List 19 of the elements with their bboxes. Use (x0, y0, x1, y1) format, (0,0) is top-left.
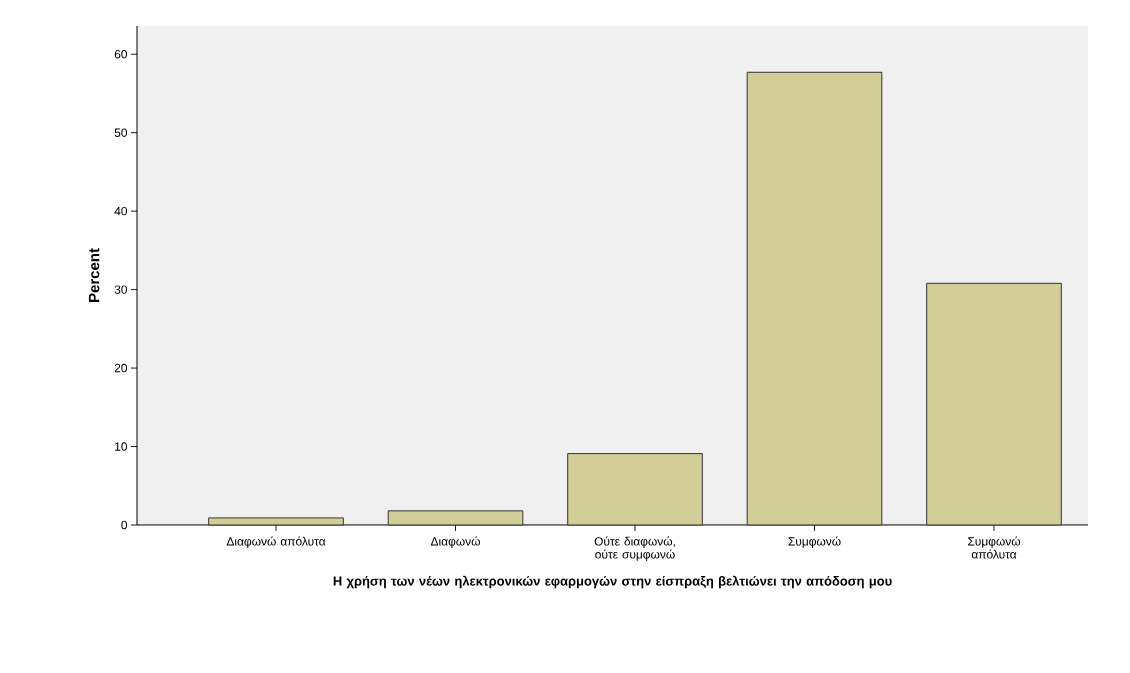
y-tick-label: 40 (114, 206, 128, 216)
x-tick-label: Διαφωνώ απόλυτα (226, 536, 326, 548)
x-axis-title: Η χρήση των νέων ηλεκτρονικών εφαρμογών στην είσπραξη βελτιώνει την απόδοση μου (333, 575, 892, 589)
bar (926, 282, 1062, 526)
x-tick-label: Συμφωνώ απόλυτα (968, 536, 1021, 559)
x-tick-label: Ούτε διαφωνώ, ούτε συμφωνώ (594, 536, 675, 561)
y-tick-label: 60 (114, 50, 128, 59)
y-tick-label: 20 (114, 363, 128, 373)
bar (746, 71, 883, 526)
x-tick-label: Διαφωνώ (430, 536, 480, 548)
y-tick-label: 30 (114, 285, 128, 294)
y-axis-title: Percent (88, 248, 100, 302)
bar (387, 510, 524, 526)
y-tick-label: 10 (115, 442, 128, 451)
y-tick-label: 0 (121, 520, 128, 530)
x-tick-label: Συμφωνώ (788, 536, 841, 548)
y-tick-label: 50 (114, 128, 128, 137)
bar (567, 453, 703, 526)
bar (208, 517, 344, 526)
